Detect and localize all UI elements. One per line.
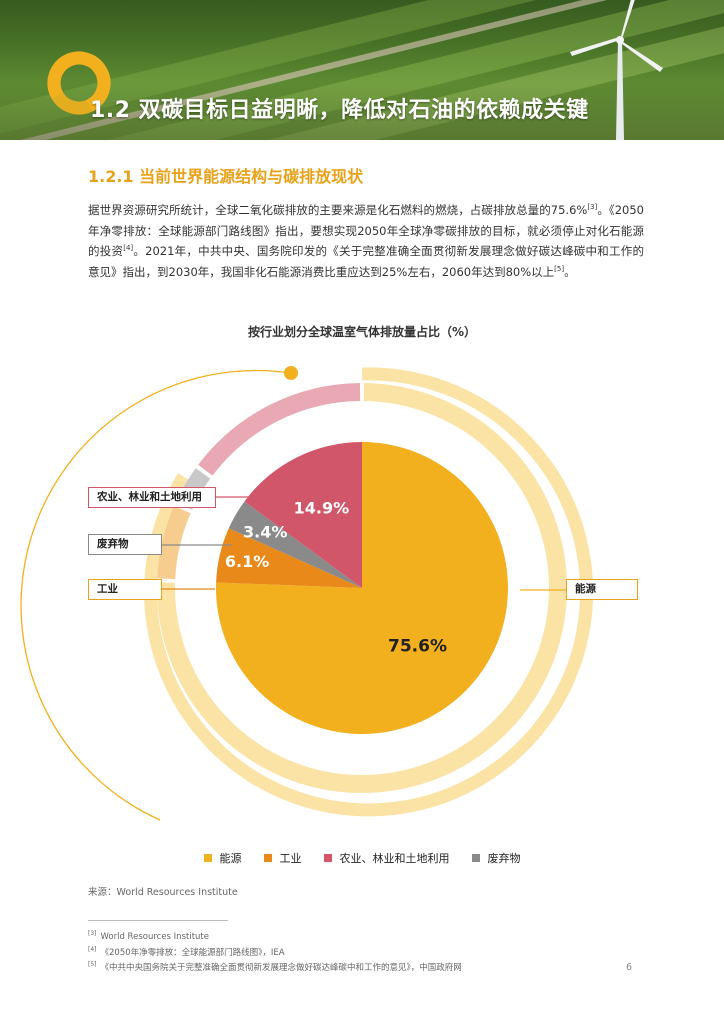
slice-energy bbox=[216, 442, 509, 734]
paragraph-part: 。《2050年净零排放：全球能源部门路线图》指出，要想实现2050年全球净零碳排… bbox=[88, 203, 644, 258]
banner-shade bbox=[0, 0, 724, 140]
footnote-marker: [4] bbox=[88, 945, 97, 953]
footnote-item: [4] 《2050年净零排放：全球能源部门路线图》，IEA bbox=[88, 946, 648, 962]
logo-ring-icon bbox=[47, 51, 111, 115]
legend-label: 能源 bbox=[219, 852, 242, 865]
header-banner: 1.2 双碳目标日益明晰，降低对石油的依赖成关键 bbox=[0, 0, 724, 140]
data-label-industry: 6.1% bbox=[225, 552, 269, 571]
legend-item-waste: 废弃物 bbox=[471, 850, 521, 866]
footnote-item: [3] World Resources Institute bbox=[88, 930, 648, 946]
decor-thin-arc bbox=[20, 369, 291, 821]
ring-segment bbox=[157, 506, 191, 580]
callout-waste: 废弃物 bbox=[88, 534, 162, 555]
footnote-text: 《中共中央国务院关于完整准确全面贯彻新发展理念做好碳达峰碳中和工作的意见》，中国… bbox=[100, 963, 462, 973]
footnote-marker: [3] bbox=[88, 930, 97, 938]
legend-item-agriculture: 农业、林业和土地利用 bbox=[323, 850, 450, 866]
legend-swatch bbox=[323, 854, 332, 862]
ring-segment bbox=[157, 383, 567, 793]
page-number: 6 bbox=[626, 962, 633, 973]
paragraph-part: 。 bbox=[564, 264, 576, 279]
paragraph-part: 。2021年，中共中央、国务院印发的《关于完整准确全面贯彻新发展理念做好碳达峰碳… bbox=[88, 244, 645, 279]
data-labels: 75.6% 6.1% 3.4% 14.9% bbox=[225, 499, 447, 657]
ring-segment bbox=[198, 383, 361, 476]
page-title: 1.2 双碳目标日益明晰，降低对石油的依赖成关键 bbox=[90, 98, 589, 123]
footnote-ref[interactable]: [5] bbox=[554, 264, 565, 273]
chart-title: 按行业划分全球温室气体排放量占比（%） bbox=[247, 325, 477, 339]
data-label-agriculture: 14.9% bbox=[294, 499, 350, 518]
footnote-ref[interactable]: [4] bbox=[123, 244, 134, 253]
footnote-divider bbox=[88, 920, 228, 921]
legend-label: 工业 bbox=[279, 852, 302, 865]
data-label-waste: 3.4% bbox=[243, 523, 287, 542]
footnote-ref[interactable]: [3] bbox=[587, 203, 598, 212]
footnote-text: World Resources Institute bbox=[100, 932, 209, 942]
callout-agriculture: 农业、林业和土地利用 bbox=[88, 487, 216, 508]
paragraph-part: 据世界资源研究所统计，全球二氧化碳排放的主要来源是化石燃料的燃烧，占碳排放总量的… bbox=[88, 203, 588, 217]
outer-ring-arc bbox=[144, 367, 594, 817]
legend-item-industry: 工业 bbox=[263, 850, 302, 866]
section-title: 1.2.1 当前世界能源结构与碳排放现状 bbox=[88, 167, 364, 186]
legend-swatch bbox=[471, 854, 480, 862]
legend-label: 废弃物 bbox=[487, 852, 521, 865]
footnote-marker: [5] bbox=[88, 961, 97, 969]
legend-swatch bbox=[263, 854, 272, 862]
footnote-text: 《2050年净零排放：全球能源部门路线图》，IEA bbox=[100, 947, 285, 958]
data-label-energy: 75.6% bbox=[388, 637, 447, 657]
callout-industry: 工业 bbox=[88, 579, 162, 600]
footnote-item: [5] 《中共中央国务院关于完整准确全面贯彻新发展理念做好碳达峰碳中和工作的意见》… bbox=[88, 961, 648, 977]
legend-swatch bbox=[203, 854, 212, 862]
slice-agriculture bbox=[244, 442, 362, 588]
chart-legend: 能源 工业 农业、林业和土地利用 废弃物 bbox=[0, 850, 724, 866]
legend-item-energy: 能源 bbox=[203, 850, 242, 866]
decor-dot bbox=[284, 366, 298, 380]
footnotes: [3] World Resources Institute [4] 《2050年净零… bbox=[88, 930, 648, 977]
wind-turbine-icon bbox=[570, 0, 663, 140]
slice-industry bbox=[216, 528, 362, 588]
pie-slices bbox=[216, 442, 509, 734]
body-paragraph: 据世界资源研究所统计，全球二氧化碳排放的主要来源是化石燃料的燃烧，占碳排放总量的… bbox=[88, 200, 644, 282]
chart-source: 来源：World Resources Institute bbox=[88, 887, 238, 898]
legend-label: 农业、林业和土地利用 bbox=[339, 852, 450, 865]
callout-energy: 能源 bbox=[566, 579, 638, 600]
slice-waste bbox=[228, 501, 362, 588]
